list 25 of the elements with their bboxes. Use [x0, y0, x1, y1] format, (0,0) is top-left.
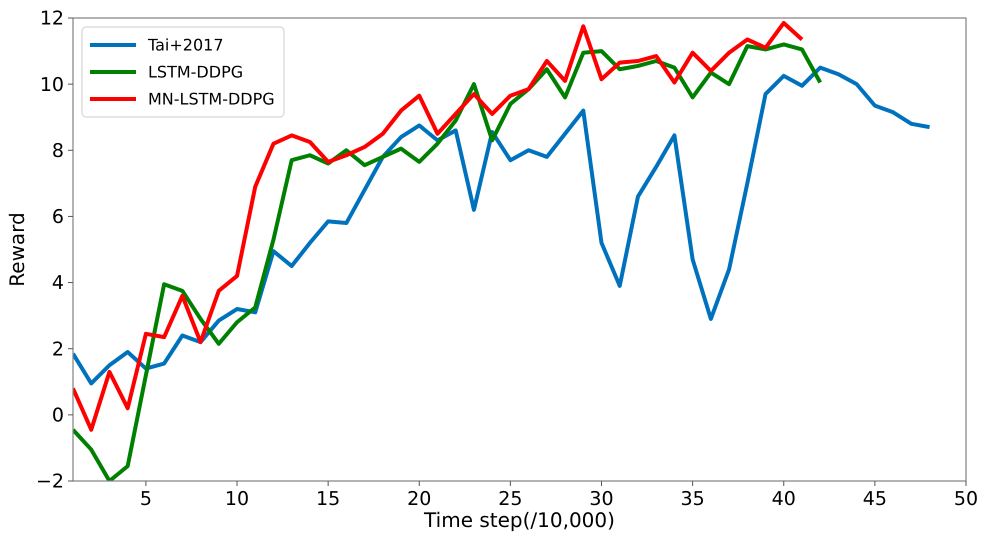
- x-tick-label: 35: [680, 488, 705, 510]
- y-tick-label: 0: [52, 404, 64, 427]
- y-tick-label: 10: [40, 74, 64, 96]
- x-tick-label: 50: [954, 488, 978, 510]
- line-series: [73, 66, 932, 386]
- x-tick-label: 25: [498, 488, 522, 510]
- legend-label: LSTM-DDPG: [148, 62, 244, 82]
- y-tick-label: 12: [40, 8, 64, 30]
- y-tick-label: 6: [52, 206, 64, 228]
- x-tick-label: 45: [862, 488, 887, 510]
- y-tick-label: −2: [36, 470, 64, 493]
- y-axis-title: Reward: [5, 212, 29, 287]
- y-tick-label: 2: [52, 338, 64, 360]
- y-tick-label: 4: [52, 272, 64, 294]
- y-tick-label: 8: [52, 140, 64, 162]
- x-tick-label: 40: [772, 488, 796, 510]
- legend-label: Tai+2017: [147, 36, 224, 55]
- line-series: [73, 20, 804, 432]
- x-axis-title: Time step(/10,000): [423, 508, 615, 532]
- legend-label: MN-LSTM-DDPG: [148, 90, 275, 109]
- x-tick-label: 15: [316, 488, 340, 510]
- x-tick-label: 30: [589, 488, 614, 510]
- x-tick-label: 20: [407, 488, 432, 510]
- x-tick-label: 10: [224, 488, 250, 510]
- x-tick-label: 5: [140, 488, 152, 510]
